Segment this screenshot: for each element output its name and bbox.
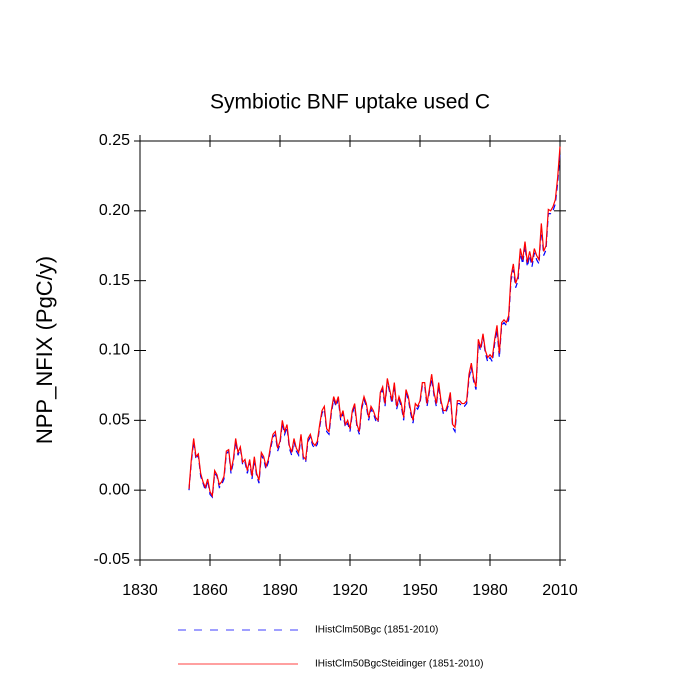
- series-line: [188, 146, 561, 498]
- y-tick-label: 0.05: [99, 412, 130, 429]
- y-tick-label: 0.00: [99, 481, 130, 498]
- x-tick-label: 1920: [332, 582, 368, 599]
- y-tick-label: -0.05: [94, 551, 131, 568]
- x-tick-label: 1950: [402, 582, 438, 599]
- series-line: [188, 152, 561, 499]
- y-tick-label: 0.10: [99, 342, 130, 359]
- x-tick-label: 1980: [472, 582, 508, 599]
- x-tick-label: 1890: [262, 582, 298, 599]
- legend-label: IHistClm50BgcSteidinger (1851-2010): [315, 659, 483, 670]
- x-tick-label: 1860: [192, 582, 228, 599]
- legend-label: IHistClm50Bgc (1851-2010): [315, 625, 438, 636]
- y-tick-label: 0.20: [99, 202, 130, 219]
- x-tick-label: 1830: [122, 582, 158, 599]
- y-tick-label: 0.25: [99, 132, 130, 149]
- y-tick-label: 0.15: [99, 272, 130, 289]
- x-tick-label: 2010: [542, 582, 578, 599]
- y-axis-label: NPP_NFIX (PgC/y): [32, 256, 57, 444]
- plot-frame: [139, 140, 561, 561]
- chart-title: Symbiotic BNF uptake used C: [210, 91, 490, 114]
